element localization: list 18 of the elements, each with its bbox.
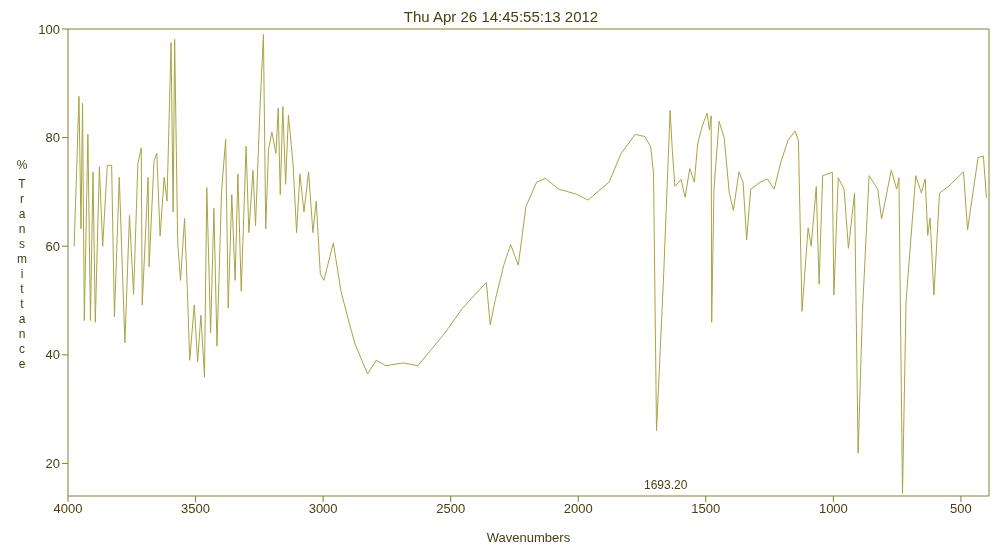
x-tick-label: 1000 [818, 501, 848, 517]
x-tick-label: 4000 [53, 501, 83, 517]
line-series [73, 33, 987, 494]
y-tick-label: 60 [45, 238, 60, 254]
x-tick-label: 1500 [691, 501, 721, 517]
x-tick-label: 2000 [563, 501, 593, 517]
x-axis-title: Wavenumbers [486, 530, 571, 545]
x-tick-label: 3000 [308, 501, 338, 517]
y-tick-label: 80 [45, 130, 60, 146]
x-tick-label: 3500 [181, 501, 211, 517]
y-tick-label: 20 [45, 456, 60, 472]
chart-title: Thu Apr 26 14:45:55:13 2012 [403, 8, 599, 25]
y-tick-label: 40 [45, 347, 60, 363]
y-tick-label: 100 [38, 21, 60, 37]
x-tick-label: 2500 [436, 501, 466, 517]
x-tick-label: 500 [950, 501, 972, 517]
annotation: 1693.20 [644, 478, 688, 492]
text: % Transmittance [16, 158, 28, 372]
